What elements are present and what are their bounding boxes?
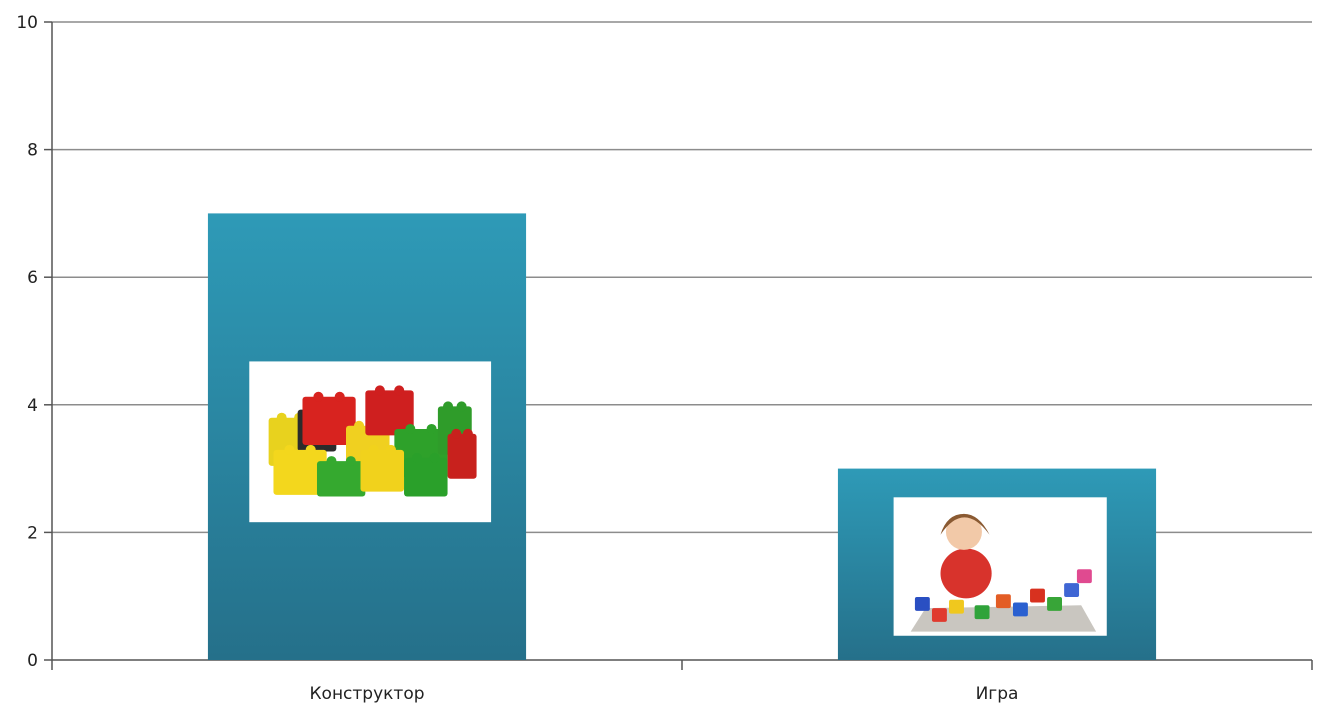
y-tick-label: 6 xyxy=(27,268,38,288)
y-tick-label: 0 xyxy=(27,651,38,671)
bars xyxy=(207,213,1157,660)
y-tick-label: 8 xyxy=(27,141,38,161)
x-tick-label: Игра xyxy=(976,684,1019,704)
y-tick-label: 4 xyxy=(27,396,38,416)
child-playing-icon xyxy=(893,497,1107,636)
labels: 0 2 4 6 8 10 Конструктор Игра xyxy=(16,13,1018,704)
y-tick-label: 10 xyxy=(16,13,38,33)
y-tick-label: 2 xyxy=(27,523,38,543)
toy-bricks-icon xyxy=(249,361,492,523)
x-tick-label: Конструктор xyxy=(309,684,424,704)
